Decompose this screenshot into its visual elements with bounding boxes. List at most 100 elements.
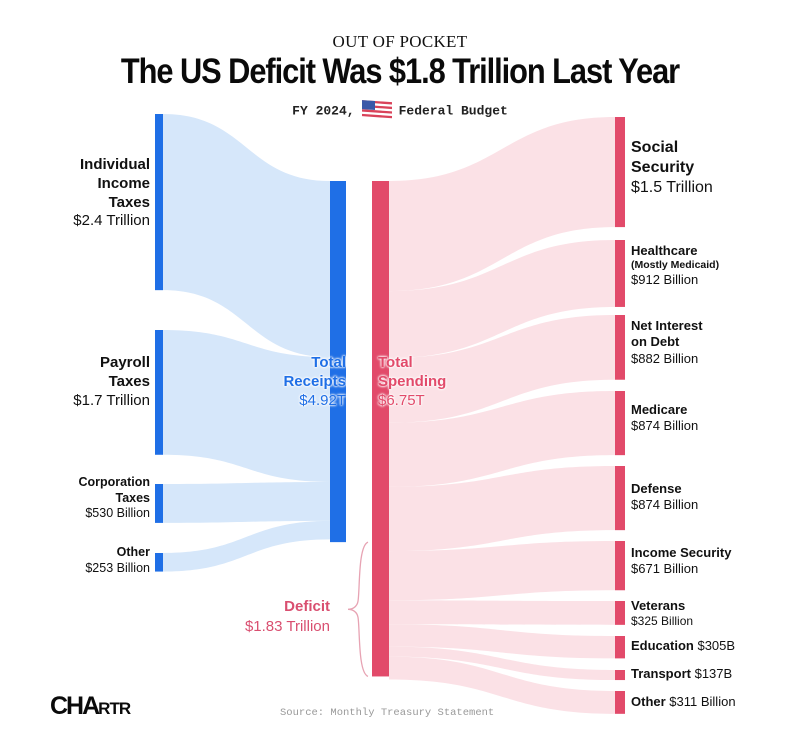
spending-category-label: Veterans $325 Billion [631,598,800,629]
source-name: Corporation [78,475,150,489]
source-name: Individual [79,156,150,173]
spending-category-label: Social Security $1.5 Trillion [631,138,800,198]
chart-title: The US Deficit Was $1.8 Trillion Last Ye… [120,52,680,91]
receipt-source-label: Individual Income Taxes $2.4 Trillion [10,156,150,231]
category-value: $874 Billion [631,497,699,513]
spending-flow [389,315,615,423]
receipt-flow [163,330,330,482]
receipts-name: Receipts [283,372,346,390]
chartr-logo: CHARTR [50,692,131,721]
spending-category-label: Net Interest on Debt $882 Billion [631,318,800,367]
category-name: Transport [631,666,691,681]
subtitle-year: FY 2024, [292,103,355,119]
receipt-source-bar [155,484,163,523]
category-name: Veterans [631,598,686,613]
source-note: Source: Monthly Treasury Statement [280,707,495,719]
category-value: $912 Billion [631,272,699,288]
spending-category-label: Healthcare (Mostly Medicaid) $912 Billion [631,243,800,289]
receipts-name: Total [311,354,346,371]
spending-category-bar [615,466,625,531]
spending-category-bar [615,117,625,228]
deficit-value: $1.83 Trillion [244,617,330,635]
total-receipts-label: Total Receipts $4.92T [258,354,346,410]
category-value: $305B [697,638,736,653]
source-value: $253 Billion [85,560,150,575]
spending-flow [389,646,615,681]
spending-flow [389,117,615,292]
spending-category-label: Income Security $671 Billion [631,545,800,578]
source-value: $530 Billion [85,506,150,521]
category-name: on Debt [631,334,680,350]
chart-subtitle: FY 2024, Federal Budget [0,99,800,123]
source-name: Other [116,545,150,559]
receipt-source-label: Payroll Taxes $1.7 Trillion [10,354,150,410]
spending-flow [389,541,615,601]
spending-flow [389,656,615,714]
category-name: Security [631,159,695,176]
category-value: $325 Billion [631,614,694,629]
category-name: Medicare [631,402,688,417]
total-spending-label: Total Spending $6.75T [378,354,488,410]
kicker: OUT OF POCKET [332,32,468,51]
spending-category-label: Defense $874 Billion [631,481,800,514]
category-name: Healthcare [631,243,698,258]
spending-name: Spending [378,372,447,390]
source-name: Taxes [115,490,150,505]
spending-name: Total [378,354,413,371]
source-name: Taxes [108,193,150,211]
spending-category-bar [615,691,625,714]
category-value: $671 Billion [631,561,699,577]
spending-category-bar [615,601,625,625]
spending-category-label: Education $305B [631,638,800,654]
source-name: Taxes [108,372,150,390]
receipt-source-bar [155,330,163,455]
source-name: Income [97,174,150,192]
spending-category-bar [615,240,625,307]
total-spending-bar [372,181,389,677]
receipt-flow [163,481,330,523]
category-value: $874 Billion [631,418,699,434]
logo-big: CHA [50,692,100,720]
receipt-flow [163,114,330,358]
deficit-name: Deficit [284,598,330,615]
source-value: $2.4 Trillion [73,212,150,230]
receipt-source-bar [155,553,163,572]
spending-category-label: Other $311 Billion [631,694,800,710]
category-note: (Mostly Medicaid) [631,259,720,272]
source-name: Payroll [99,354,150,371]
category-value: $882 Billion [631,350,699,366]
spending-category-label: Medicare $874 Billion [631,402,800,435]
deficit-brace [347,541,369,678]
spending-flow [389,624,615,659]
category-name: Education [631,638,694,653]
spending-category-bar [615,315,625,380]
spending-flow [389,466,615,552]
category-name: Income Security [631,545,732,560]
subtitle-budget: Federal Budget [398,103,508,119]
deficit-label: Deficit $1.83 Trillion [200,597,330,636]
total-receipts-bar [330,181,346,543]
category-value: $311 Billion [669,694,736,709]
spending-flow [389,240,615,359]
us-flag-icon [361,99,393,123]
logo-small: RTR [98,699,131,718]
category-name: Other [631,694,666,709]
spending-category-bar [615,670,625,681]
spending-category-bar [615,636,625,659]
spending-flow [389,391,615,487]
spending-category-label: Transport $137B [631,666,800,682]
spending-flow [389,600,615,625]
source-value: $1.7 Trillion [73,391,150,409]
category-value: $1.5 Trillion [631,179,713,196]
category-value: $137B [694,666,733,681]
receipt-source-label: Corporation Taxes $530 Billion [10,475,150,522]
spending-category-bar [615,541,625,591]
receipt-source-bar [155,114,163,291]
receipts-value: $4.92T [299,391,346,409]
category-name: Net Interest [631,318,703,333]
receipt-flow [163,520,330,572]
category-name: Social [631,139,679,156]
category-name: Defense [631,481,682,496]
receipt-source-label: Other $253 Billion [10,545,150,576]
